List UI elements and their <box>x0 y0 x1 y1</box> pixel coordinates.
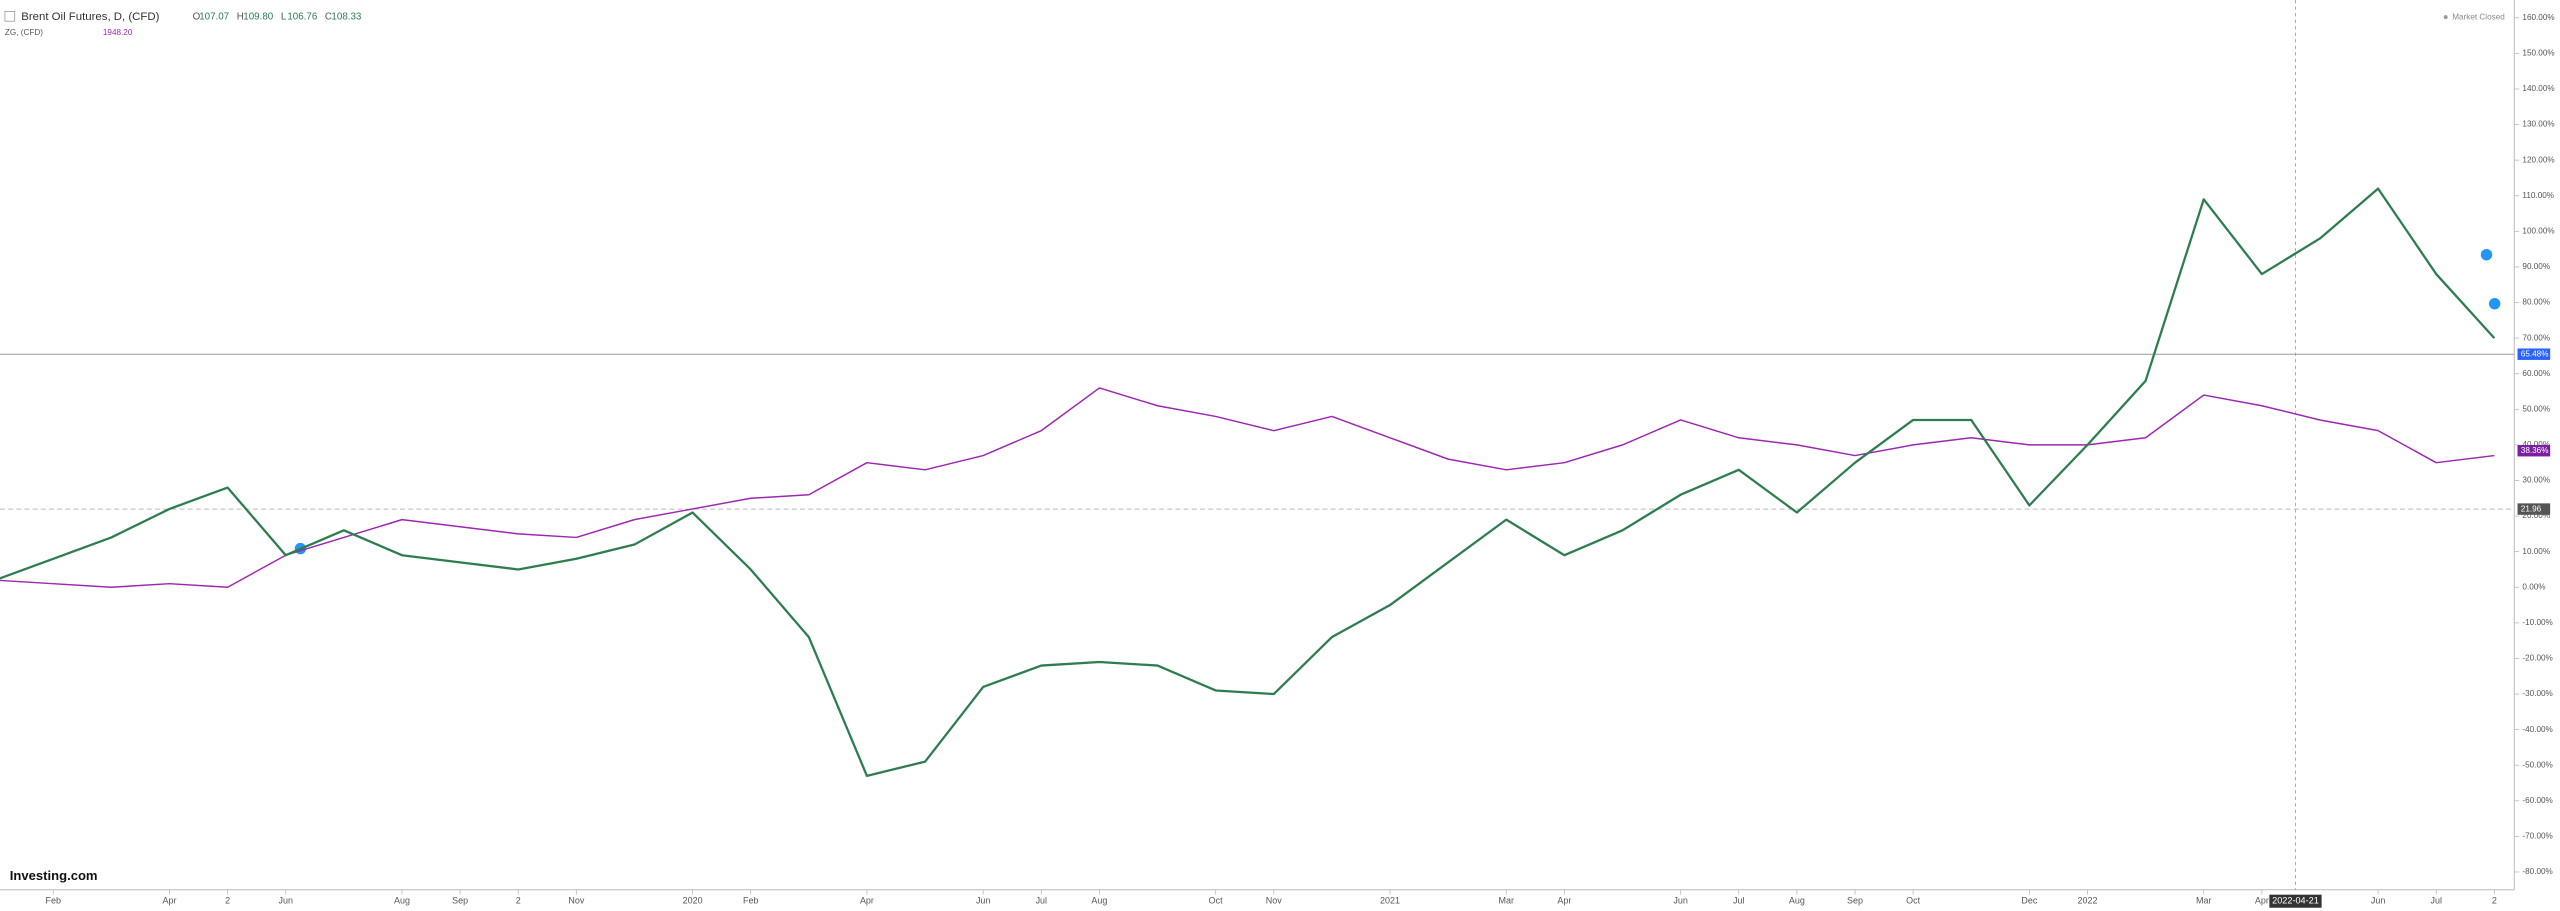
series-legend: ZG, (CFD) <box>5 28 43 37</box>
y-tick-label: -50.00% <box>2522 760 2552 769</box>
x-tick-label: Oct <box>1906 896 1920 906</box>
y-tick-label: -70.00% <box>2522 832 2552 841</box>
x-tick-label: Sep <box>1847 896 1863 906</box>
x-tick-label: Jun <box>1673 896 1687 906</box>
series-title: Brent Oil Futures, D, (CFD) <box>21 11 159 23</box>
x-tick-label: 2021 <box>1380 896 1400 906</box>
x-tick-label: 2022 <box>2078 896 2098 906</box>
y-tick-label: 140.00% <box>2522 84 2554 93</box>
x-tick-label: Apr <box>860 896 874 906</box>
ohlc-value: 109.80 <box>243 12 273 23</box>
y-tick-label: 130.00% <box>2522 120 2554 129</box>
status-dot <box>2443 15 2448 20</box>
y-tick-label: 80.00% <box>2522 298 2550 307</box>
ohlc-value: 108.33 <box>331 12 361 23</box>
series-line <box>0 187 2496 778</box>
series-line <box>0 387 2495 588</box>
y-tick-label: -20.00% <box>2522 654 2552 663</box>
ohlc-value: 106.76 <box>287 12 317 23</box>
y-tick-label: 40.00% <box>2522 440 2550 449</box>
x-tick-label: Aug <box>1789 896 1805 906</box>
y-tick-label: 0.00% <box>2522 582 2545 591</box>
y-tick-label: 50.00% <box>2522 404 2550 413</box>
x-tick-label: 2 <box>2492 896 2497 906</box>
logo: Investing.com <box>10 868 98 883</box>
x-tick-label: Sep <box>452 896 468 906</box>
y-tick-label: 60.00% <box>2522 369 2550 378</box>
x-tick-label: Mar <box>1499 896 1514 906</box>
y-tick-label: 90.00% <box>2522 262 2550 271</box>
event-marker[interactable] <box>2488 297 2501 310</box>
x-tick-label: Mar <box>2196 896 2211 906</box>
x-tick-label: Nov <box>568 896 584 906</box>
x-tick-label: 2020 <box>683 896 703 906</box>
price-tag <box>2517 445 2551 457</box>
y-tick-label: -30.00% <box>2522 689 2552 698</box>
price-tag-label: 21.96 <box>2521 504 2542 513</box>
x-tick-label: Jun <box>976 896 990 906</box>
x-tick-label: 2 <box>516 896 521 906</box>
price-tag <box>2517 503 2551 515</box>
collapse-icon[interactable] <box>4 11 16 22</box>
crosshair-date: 2022-04-21 <box>2272 896 2319 906</box>
y-tick-label: 100.00% <box>2522 226 2554 235</box>
x-tick-label: Apr <box>1557 896 1571 906</box>
p-markers <box>294 248 2501 555</box>
x-tick-label: Aug <box>394 896 410 906</box>
ohlc-label: C <box>325 12 332 23</box>
y-tick-label: -80.00% <box>2522 867 2552 876</box>
x-tick-label: Apr <box>2255 896 2269 906</box>
price-tag <box>2517 348 2551 360</box>
x-tick-label: Aug <box>1091 896 1107 906</box>
x-tick-label: Jun <box>2371 896 2385 906</box>
market-status: Market Closed <box>2452 12 2505 21</box>
y-tick-label: 70.00% <box>2522 333 2550 342</box>
x-tick-label: Jul <box>1733 896 1744 906</box>
x-tick-label: Jul <box>1036 896 1047 906</box>
x-tick-label: Nov <box>1266 896 1282 906</box>
y-tick-label: -60.00% <box>2522 796 2552 805</box>
y-tick-label: 160.00% <box>2522 13 2554 22</box>
crosshair-date-box <box>2269 894 2322 908</box>
series-last-price: 1948.20 <box>103 28 133 37</box>
ohlc-label: H <box>237 12 244 23</box>
x-tick-label: Oct <box>1209 896 1223 906</box>
y-tick-label: -10.00% <box>2522 618 2552 627</box>
event-marker[interactable] <box>2480 248 2493 261</box>
ohlc-label: O <box>193 12 201 23</box>
price-tag-label: 38.36% <box>2521 446 2549 455</box>
x-tick-label: 2 <box>225 896 230 906</box>
y-tick-label: 30.00% <box>2522 476 2550 485</box>
x-tick-label: Feb <box>743 896 758 906</box>
price-tag-label: 65.48% <box>2521 349 2549 358</box>
x-tick-label: Jun <box>279 896 293 906</box>
x-tick-label: Feb <box>46 896 61 906</box>
x-tick-label: Dec <box>2021 896 2037 906</box>
x-tick-label: Apr <box>163 896 177 906</box>
y-tick-label: 110.00% <box>2522 191 2554 200</box>
x-tick-label: Jul <box>2430 896 2441 906</box>
y-tick-label: 120.00% <box>2522 155 2554 164</box>
ohlc-value: 107.07 <box>199 12 229 23</box>
ohlc-label: L <box>281 12 287 23</box>
y-tick-label: 20.00% <box>2522 511 2550 520</box>
y-tick-label: 150.00% <box>2522 49 2554 58</box>
y-tick-label: -40.00% <box>2522 725 2552 734</box>
y-tick-label: 10.00% <box>2522 547 2550 556</box>
